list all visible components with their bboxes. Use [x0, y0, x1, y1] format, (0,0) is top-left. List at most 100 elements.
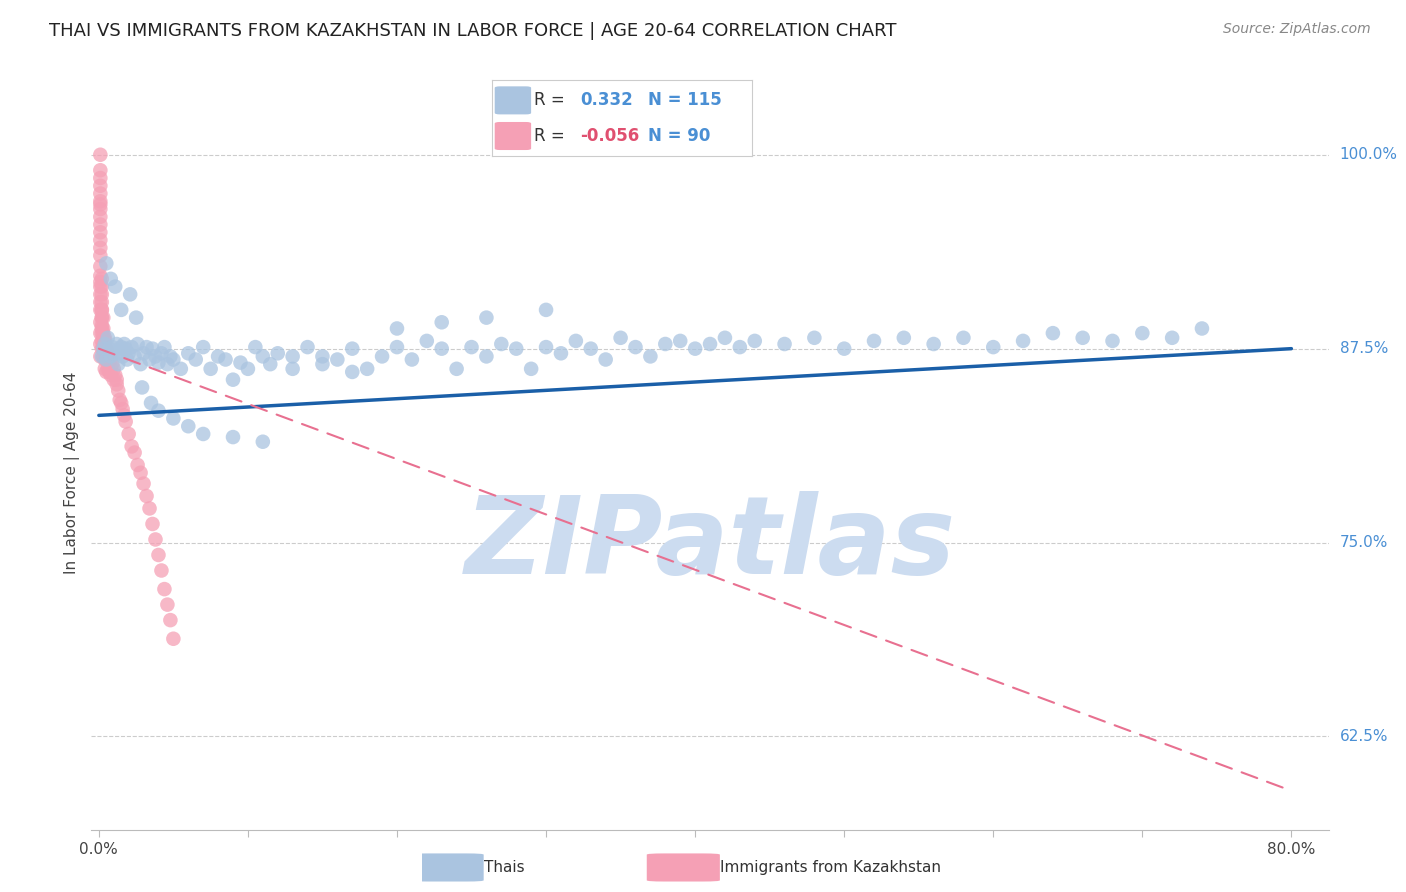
- Point: [104, 368, 127, 382]
- Point: [94, 352, 117, 367]
- Point: [89, 210, 111, 224]
- Point: [1191, 321, 1213, 335]
- Point: [139, 396, 162, 410]
- Point: [430, 315, 453, 329]
- Point: [595, 352, 617, 367]
- Point: [96, 342, 118, 356]
- Text: Thais: Thais: [484, 860, 524, 875]
- Point: [89, 241, 111, 255]
- Point: [90, 302, 112, 317]
- FancyBboxPatch shape: [495, 122, 531, 150]
- Point: [281, 350, 304, 364]
- Point: [150, 564, 173, 578]
- Point: [832, 342, 855, 356]
- Point: [120, 287, 142, 301]
- Point: [138, 501, 160, 516]
- Point: [297, 340, 319, 354]
- Point: [98, 342, 121, 356]
- Text: -0.056: -0.056: [581, 127, 640, 145]
- Point: [107, 357, 129, 371]
- Point: [416, 334, 439, 348]
- Point: [90, 342, 112, 356]
- Point: [153, 582, 176, 596]
- Point: [89, 326, 111, 340]
- Point: [259, 357, 281, 371]
- Point: [222, 373, 245, 387]
- Point: [97, 331, 120, 345]
- Point: [94, 331, 117, 345]
- Point: [89, 279, 111, 293]
- Point: [148, 548, 170, 562]
- Point: [159, 350, 181, 364]
- Point: [129, 466, 152, 480]
- Point: [153, 340, 176, 354]
- Point: [101, 357, 124, 371]
- Point: [94, 334, 117, 348]
- Point: [728, 340, 751, 354]
- Point: [159, 613, 181, 627]
- Point: [110, 396, 132, 410]
- Point: [1042, 326, 1064, 340]
- Point: [89, 315, 111, 329]
- Point: [89, 163, 111, 178]
- Point: [193, 340, 215, 354]
- Point: [90, 295, 112, 310]
- Point: [91, 337, 114, 351]
- Point: [131, 380, 153, 394]
- Point: [114, 415, 136, 429]
- Point: [100, 352, 122, 367]
- Point: [952, 331, 974, 345]
- Point: [132, 346, 155, 360]
- Point: [124, 350, 146, 364]
- Point: [1101, 334, 1123, 348]
- Point: [91, 340, 114, 354]
- Point: [121, 340, 143, 354]
- Point: [132, 476, 155, 491]
- Point: [193, 427, 215, 442]
- Point: [89, 202, 111, 216]
- Point: [534, 302, 557, 317]
- Point: [135, 489, 157, 503]
- Point: [111, 350, 134, 364]
- Point: [90, 318, 112, 333]
- Point: [89, 233, 111, 247]
- Point: [124, 445, 146, 459]
- Point: [103, 361, 125, 376]
- Point: [446, 361, 468, 376]
- Point: [97, 361, 120, 376]
- Point: [105, 377, 128, 392]
- Point: [110, 302, 132, 317]
- Point: [111, 402, 134, 417]
- Point: [89, 295, 111, 310]
- Point: [127, 458, 149, 472]
- Point: [89, 275, 111, 289]
- Point: [98, 365, 121, 379]
- Point: [89, 186, 111, 201]
- Point: [91, 350, 114, 364]
- Point: [744, 334, 766, 348]
- Point: [371, 350, 394, 364]
- Point: [100, 272, 122, 286]
- Point: [89, 268, 111, 283]
- Point: [148, 403, 170, 417]
- Point: [252, 350, 274, 364]
- Point: [162, 352, 184, 367]
- Point: [579, 342, 602, 356]
- Point: [138, 352, 160, 367]
- Text: N = 90: N = 90: [648, 127, 710, 145]
- Point: [491, 337, 513, 351]
- Point: [105, 373, 128, 387]
- Point: [214, 352, 236, 367]
- Text: 87.5%: 87.5%: [1340, 341, 1388, 356]
- Point: [103, 346, 125, 360]
- Point: [104, 279, 127, 293]
- Point: [89, 171, 111, 186]
- Point: [534, 340, 557, 354]
- Point: [148, 356, 170, 370]
- Point: [97, 346, 120, 360]
- Point: [90, 310, 112, 325]
- Point: [103, 373, 125, 387]
- Point: [156, 598, 179, 612]
- Point: [90, 350, 112, 364]
- Point: [184, 352, 207, 367]
